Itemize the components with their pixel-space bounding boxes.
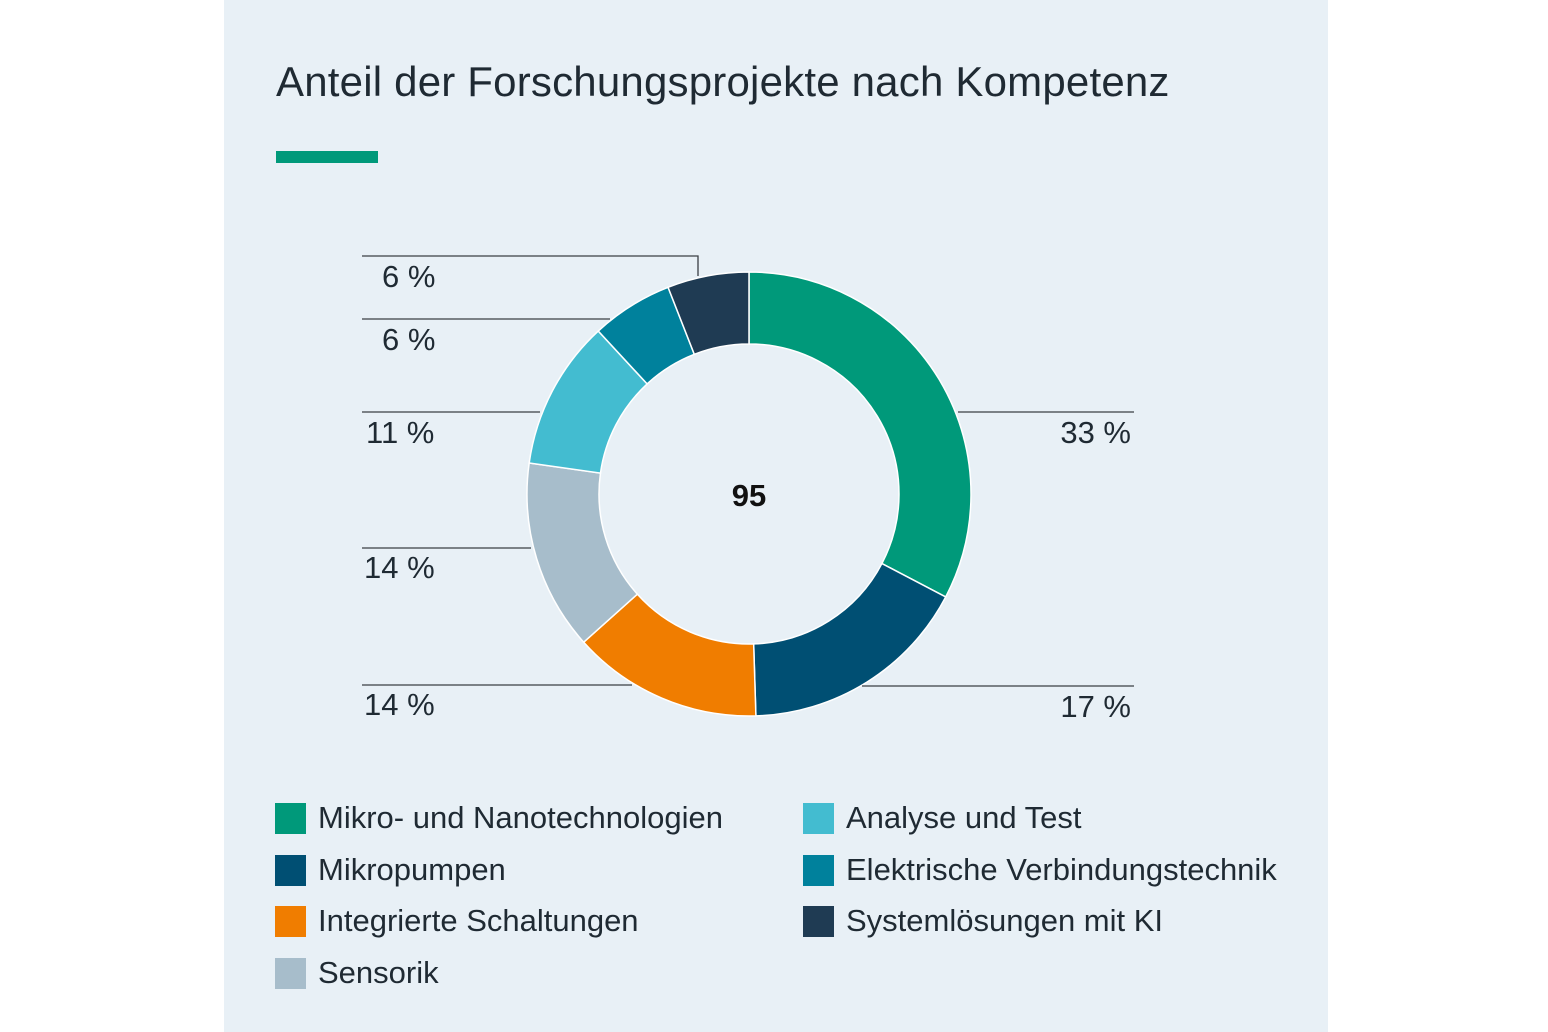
legend-swatch	[275, 905, 306, 937]
legend-item-6: Elektrische Verbindungstechnik	[803, 852, 1277, 887]
slice-2	[752, 562, 947, 717]
slice-label-7: 6 %	[382, 259, 435, 294]
legend-swatch	[275, 854, 306, 886]
legend-label: Elektrische Verbindungstechnik	[846, 852, 1277, 887]
legend-label: Sensorik	[318, 955, 439, 990]
legend-swatch	[803, 854, 834, 886]
legend-swatch	[803, 802, 834, 834]
slice-label-5: 11 %	[366, 415, 434, 450]
legend-item-2: Mikropumpen	[275, 852, 506, 887]
title-accent-bar	[276, 151, 378, 163]
legend-label: Systemlösungen mit KI	[846, 903, 1164, 938]
slice-label-4: 14 %	[364, 550, 435, 585]
legend-label: Mikro- und Nanotechnologien	[318, 800, 723, 835]
legend-label: Integrierte Schaltungen	[318, 903, 639, 938]
slice-label-6: 6 %	[382, 322, 435, 357]
legend-label: Analyse und Test	[846, 800, 1082, 835]
legend-label: Mikropumpen	[318, 852, 506, 887]
slice-label-2: 17 %	[1060, 689, 1131, 724]
legend-item-7: Systemlösungen mit KI	[803, 903, 1164, 938]
center-total: 95	[732, 478, 766, 513]
chart-title: Anteil der Forschungsprojekte nach Kompe…	[276, 58, 1170, 105]
legend-swatch	[275, 802, 306, 834]
slice-label-3: 14 %	[364, 687, 435, 722]
legend-item-4: Sensorik	[275, 955, 439, 990]
slice-1	[748, 271, 972, 598]
slice-labels: 33 % 17 % 14 % 14 % 11 % 6 % 6 %	[364, 259, 1131, 724]
legend-item-1: Mikro- und Nanotechnologien	[275, 800, 723, 835]
donut-slices	[526, 271, 972, 717]
slice-7	[667, 271, 750, 356]
legend-swatch	[275, 957, 306, 989]
chart-panel	[224, 0, 1328, 1032]
slice-label-1: 33 %	[1060, 415, 1131, 450]
legend-item-5: Analyse und Test	[803, 800, 1082, 835]
leader-line-7	[362, 255, 699, 276]
leader-lines	[362, 255, 1134, 687]
legend-swatch	[803, 905, 834, 937]
legend-item-3: Integrierte Schaltungen	[275, 903, 639, 938]
